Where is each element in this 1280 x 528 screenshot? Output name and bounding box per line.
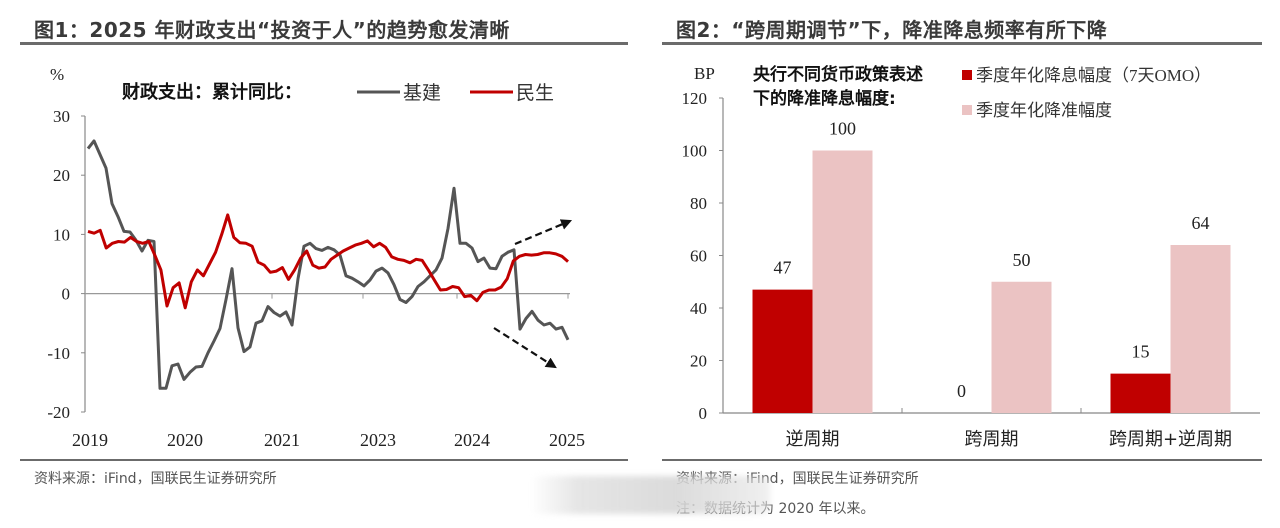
y-tick-label: 100 — [682, 142, 708, 161]
legend-label-rate-cut: 季度年化降息幅度（7天OMO） — [976, 66, 1211, 85]
legend-label-livelihood: 民生 — [516, 82, 554, 104]
y-tick-label: 10 — [53, 225, 70, 244]
bar-rrr-cut — [1170, 245, 1231, 413]
legend-prefix: 财政支出：累计同比： — [122, 81, 302, 103]
bar-chart-legend: 季度年化降息幅度（7天OMO） 季度年化降准幅度 — [962, 66, 1211, 120]
bar-chart-bars: 47 100 0 50 15 64 — [752, 119, 1231, 413]
bar-chart: BP 央行不同货币政策表述 下的降准降息幅度: 季度年化降息幅度（7天OMO） … — [682, 64, 1260, 450]
figure1-title: 图1：2025 年财政支出“投资于人”的趋势愈发清晰 — [34, 18, 510, 42]
figure2-title: 图2：“跨周期调节”下，降准降息频率有所下降 — [676, 18, 1108, 42]
figure1-bottom-rule — [20, 459, 628, 461]
figure2-panel: 图2：“跨周期调节”下，降准降息频率有所下降 BP 央行不同货币政策表述 下的降… — [640, 0, 1280, 528]
bar-value-label: 0 — [957, 381, 966, 401]
x-tick-label: 2025 — [549, 430, 585, 450]
x-tick-label: 2019 — [72, 430, 108, 450]
y-tick-label: 80 — [690, 194, 707, 213]
chart-annotation-line2: 下的降准降息幅度: — [753, 88, 896, 109]
figure1-title-rule — [20, 42, 628, 45]
y-tick-label: 60 — [690, 247, 707, 266]
bar-chart-axes: 0 20 40 60 80 100 120 逆周期 跨周期 跨周期+逆周期 — [682, 89, 1260, 450]
category-label: 逆周期 — [786, 429, 840, 450]
bar-value-label: 47 — [774, 258, 792, 278]
y-tick-label: 0 — [699, 404, 708, 423]
bar-value-label: 64 — [1192, 213, 1210, 233]
bar-rate-cut — [1110, 373, 1171, 413]
y-tick-label: 120 — [682, 89, 708, 108]
series-line-infrastructure — [86, 139, 570, 390]
y-tick-label: 40 — [690, 299, 707, 318]
y-tick-label: -20 — [47, 403, 70, 422]
y-tick-label: -10 — [47, 344, 70, 363]
legend-label-rrr-cut: 季度年化降准幅度 — [976, 101, 1112, 120]
figure1-source: 资料来源：iFind，国联民生证券研究所 — [34, 471, 277, 487]
line-chart-series — [86, 139, 570, 390]
legend-swatch-rrr-cut — [962, 105, 972, 115]
figure2-bottom-rule — [662, 459, 1262, 461]
trend-arrows — [493, 219, 573, 369]
bar-rate-cut — [752, 289, 813, 413]
category-label: 跨周期+逆周期 — [1109, 429, 1232, 450]
figure1-panel: 图1：2025 年财政支出“投资于人”的趋势愈发清晰 % 财政支出：累计同比： … — [20, 18, 628, 487]
x-tick-label: 2024 — [454, 430, 490, 450]
bar-rrr-cut — [812, 150, 873, 413]
arrow-up-icon — [514, 219, 573, 246]
legend-swatch-rate-cut — [962, 70, 972, 80]
bar-value-label: 50 — [1013, 250, 1031, 270]
bar-value-label: 100 — [829, 119, 856, 139]
y-tick-label: 20 — [53, 166, 70, 185]
y-axis-unit: % — [50, 65, 64, 84]
category-label: 跨周期 — [965, 429, 1019, 450]
line-chart-legend: 财政支出：累计同比： 基建 民生 — [122, 81, 554, 104]
series-line-livelihood — [87, 213, 569, 310]
x-tick-label: 2021 — [264, 430, 300, 450]
y-tick-label: 20 — [690, 352, 707, 371]
y-axis-unit: BP — [694, 64, 715, 83]
figure2-title-rule — [662, 42, 1262, 45]
x-tick-label: 2020 — [167, 430, 203, 450]
y-tick-label: 30 — [53, 107, 70, 126]
chart-annotation-line1: 央行不同货币政策表述 — [753, 64, 923, 85]
arrow-down-icon — [493, 327, 557, 369]
watermark-overlay — [530, 476, 770, 514]
legend-label-infrastructure: 基建 — [403, 82, 441, 104]
y-tick-label: 0 — [62, 285, 71, 304]
x-tick-label: 2023 — [360, 430, 396, 450]
bar-value-label: 15 — [1132, 342, 1150, 362]
bar-rrr-cut — [991, 281, 1052, 413]
